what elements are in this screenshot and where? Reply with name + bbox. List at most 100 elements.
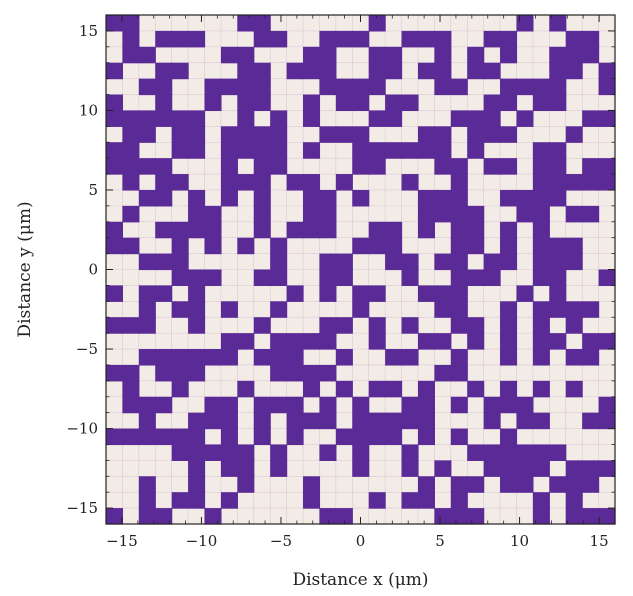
filled-cell [500, 46, 518, 64]
filled-cell [582, 476, 600, 493]
y-axis-label: Distance y (μm) [15, 201, 35, 337]
filled-cell [171, 62, 189, 80]
filled-cell [368, 158, 386, 175]
filled-cell [565, 508, 583, 525]
filled-cell [270, 444, 288, 461]
filled-cell [401, 444, 419, 461]
filled-cell [122, 15, 140, 32]
filled-cell [483, 460, 501, 477]
filled-cell [188, 460, 206, 477]
filled-cell [549, 444, 567, 461]
filled-cell [188, 126, 206, 143]
filled-cell [434, 333, 452, 350]
filled-cell [500, 317, 518, 334]
filled-cell [106, 364, 124, 382]
filled-cell [401, 460, 419, 477]
y-axis-ticks: −15 −10 −5 0 5 10 15 [66, 14, 615, 525]
filled-cell [532, 174, 550, 191]
filled-cell [385, 380, 403, 398]
filled-cell [352, 412, 370, 430]
filled-cell [138, 492, 156, 509]
filled-cell [155, 285, 173, 302]
y-tick-label: 15 [79, 22, 98, 40]
filled-cell [188, 412, 206, 430]
filled-cell [450, 349, 468, 366]
filled-cell [516, 396, 534, 414]
filled-cell [253, 205, 271, 223]
filled-cell [237, 110, 255, 127]
filled-cell [188, 444, 206, 461]
filled-cell [434, 253, 452, 271]
filled-cell [467, 269, 485, 287]
filled-cell [598, 460, 616, 477]
filled-cell [138, 126, 156, 143]
filled-cell [253, 412, 271, 430]
filled-cell [385, 46, 403, 64]
filled-cell [220, 126, 238, 143]
filled-cell [122, 30, 140, 48]
filled-cell [188, 142, 206, 159]
filled-cell [516, 15, 534, 32]
filled-cell [385, 428, 403, 446]
filled-cell [549, 476, 567, 493]
filled-cell [385, 62, 403, 80]
filled-cell [188, 285, 206, 302]
filled-cell [188, 349, 206, 366]
x-tick-label: −10 [186, 532, 218, 550]
filled-cell [335, 253, 353, 271]
filled-cell [106, 142, 124, 159]
filled-cell [138, 78, 156, 96]
filled-cell [565, 205, 583, 223]
filled-cell [335, 508, 353, 525]
filled-cell [565, 380, 583, 398]
filled-cell [253, 30, 271, 48]
filled-cell [303, 94, 321, 112]
filled-cell [450, 205, 468, 223]
filled-cell [467, 444, 485, 461]
filled-cell [319, 269, 337, 287]
filled-cell [171, 126, 189, 143]
filled-cell [467, 126, 485, 143]
filled-cell [270, 460, 288, 477]
filled-cell [155, 174, 173, 191]
filled-cell [122, 126, 140, 143]
filled-cell [106, 221, 124, 239]
filled-cell [253, 269, 271, 287]
filled-cell [368, 78, 386, 96]
filled-cell [220, 349, 238, 366]
filled-cell [368, 285, 386, 302]
filled-cell [138, 396, 156, 414]
filled-cell [319, 317, 337, 334]
filled-cell [220, 46, 238, 64]
filled-cell [319, 285, 337, 302]
filled-cell [549, 174, 567, 191]
filled-cell [450, 492, 468, 509]
filled-cell [483, 110, 501, 127]
filled-cell [204, 508, 222, 525]
filled-cell [434, 62, 452, 80]
filled-cell [565, 30, 583, 48]
x-tick-label: −5 [270, 532, 292, 550]
filled-cell [385, 110, 403, 127]
filled-cell [483, 269, 501, 287]
filled-cell [434, 205, 452, 223]
filled-cell [467, 110, 485, 127]
filled-cell [138, 158, 156, 175]
filled-cell [549, 269, 567, 287]
filled-cell [155, 364, 173, 382]
filled-cell [253, 189, 271, 207]
filled-cell [368, 62, 386, 80]
filled-cell [368, 317, 386, 334]
filled-cell [532, 317, 550, 334]
filled-cell [335, 428, 353, 446]
filled-cell [188, 301, 206, 318]
filled-cell [598, 110, 616, 127]
filled-cell [171, 492, 189, 509]
filled-cell [450, 78, 468, 96]
filled-cell [188, 492, 206, 509]
filled-cell [155, 30, 173, 48]
filled-cell [303, 142, 321, 159]
filled-cell [549, 46, 567, 64]
filled-cell [385, 349, 403, 366]
